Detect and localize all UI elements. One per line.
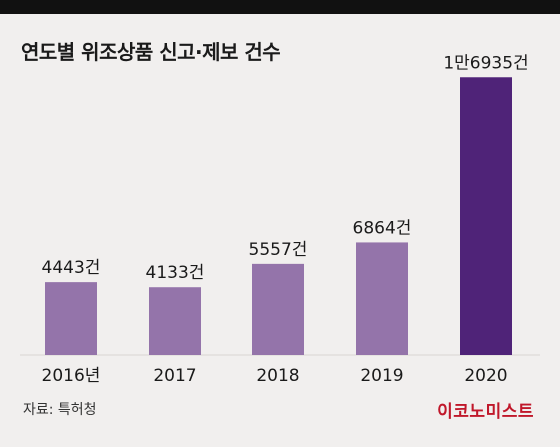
data-label: 6864건	[353, 218, 412, 238]
x-tick-label: 2016년	[42, 366, 101, 386]
x-tick-label: 2019	[360, 366, 403, 386]
data-label: 4133건	[146, 263, 205, 283]
data-label: 4443건	[42, 258, 101, 278]
bar-2020	[460, 77, 512, 356]
bar-2016년	[45, 282, 97, 355]
x-tick-label: 2018	[256, 366, 299, 386]
bar-2018	[252, 263, 304, 355]
data-label: 1만6935건	[443, 53, 528, 73]
data-label: 5557건	[249, 240, 308, 260]
bars-layer: 4443건 2016년 4133건 2017 5557건 2018 6864건 2019 1만6…	[42, 53, 529, 386]
bar-2017	[149, 287, 201, 355]
x-tick-label: 2020	[464, 366, 507, 386]
x-tick-label: 2017	[153, 366, 196, 386]
chart-title: 연도별 위조상품 신고·제보 건수	[21, 40, 281, 64]
brand-logo: 이코노미스트	[437, 402, 534, 422]
source-note: 자료: 특허청	[23, 402, 97, 418]
top-bar	[0, 0, 560, 14]
bar-2019	[356, 242, 408, 355]
